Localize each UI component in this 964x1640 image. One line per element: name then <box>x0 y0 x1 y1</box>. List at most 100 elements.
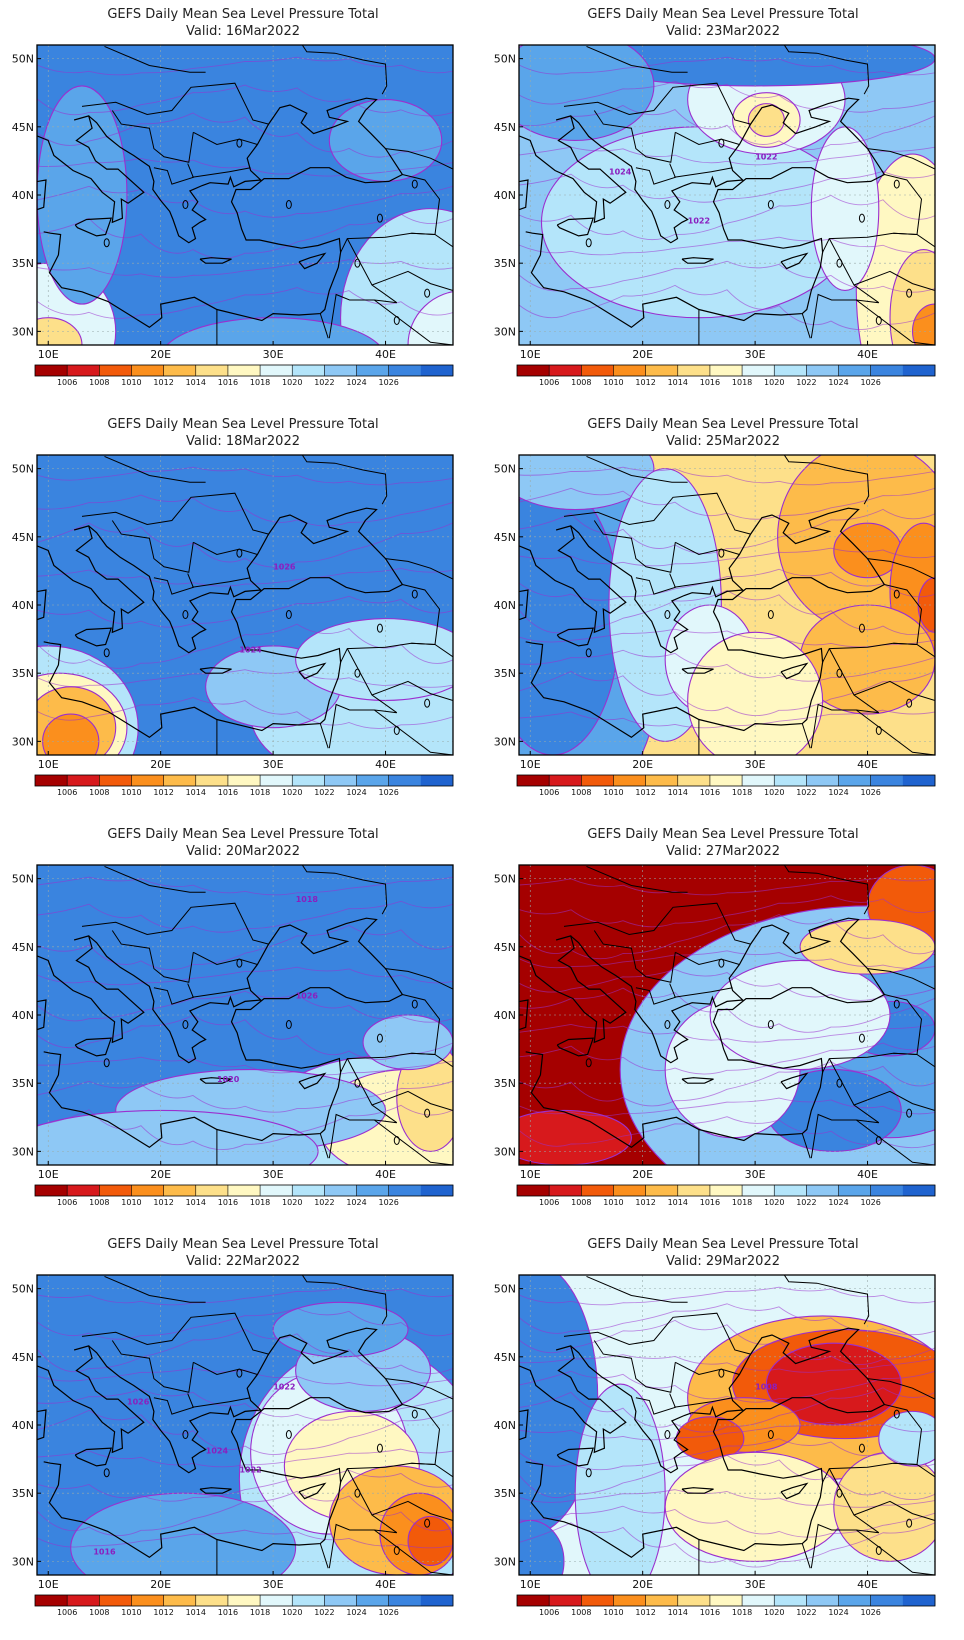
country-border <box>674 987 733 998</box>
colorbar-label: 1018 <box>250 1198 270 1207</box>
colorbar-label: 1020 <box>282 1198 302 1207</box>
coastline <box>298 1482 327 1500</box>
country-border <box>593 520 676 573</box>
lon-tick-label: 40E <box>857 758 878 771</box>
colorbar-swatch <box>549 775 582 786</box>
country-border <box>193 951 258 966</box>
isobar-label: 1008 <box>755 1383 778 1392</box>
island-outline <box>236 1368 243 1378</box>
isobar-label: 1024 <box>239 646 262 655</box>
island-outline <box>376 1443 383 1453</box>
colorbar-label: 1010 <box>603 378 623 387</box>
island-outline <box>411 589 418 599</box>
colorbar-swatch <box>292 1595 325 1606</box>
lat-tick-label: 50N <box>494 1283 516 1296</box>
coastline <box>525 1327 886 1559</box>
island-outline <box>664 610 671 620</box>
colorbar-label: 1026 <box>861 1198 881 1207</box>
country-border <box>674 1397 733 1408</box>
colorbar-label: 1020 <box>764 1608 784 1617</box>
colorbar-swatch <box>420 1595 454 1606</box>
lon-tick-label: 10E <box>38 1168 59 1181</box>
country-border <box>104 455 206 483</box>
colorbar-swatch <box>324 1595 357 1606</box>
lat-tick-label: 30N <box>494 1145 516 1158</box>
island-outline <box>836 1078 843 1088</box>
country-border <box>783 455 870 505</box>
coastline <box>43 917 404 1149</box>
country-border <box>81 82 269 125</box>
coastline <box>519 589 529 621</box>
lat-tick-label: 50N <box>12 463 34 476</box>
colorbar-swatch <box>356 365 389 376</box>
country-border <box>153 1393 194 1415</box>
lat-tick-label: 35N <box>12 1487 34 1500</box>
country-border <box>319 1133 329 1159</box>
island-outline <box>906 698 913 708</box>
country-border <box>411 1052 453 1068</box>
pressure-field-region <box>407 1515 453 1566</box>
country-border <box>855 299 935 345</box>
coastline <box>37 179 47 211</box>
colorbar-label: 1012 <box>153 788 173 797</box>
colorbar-swatch <box>227 365 261 376</box>
country-border <box>563 902 751 945</box>
colorbar-swatch <box>902 775 936 786</box>
isobar-line <box>519 1116 935 1149</box>
colorbar-label: 1026 <box>861 1608 881 1617</box>
colorbar-swatch <box>292 775 325 786</box>
island-outline <box>664 1430 671 1440</box>
coastline <box>681 257 714 264</box>
country-border <box>853 680 935 701</box>
colorbar-label: 1020 <box>764 788 784 797</box>
colorbar-label: 1022 <box>314 788 334 797</box>
country-border <box>192 167 251 178</box>
colorbar-swatch <box>260 1185 293 1196</box>
country-border <box>801 1543 811 1569</box>
colorbar-label: 1014 <box>186 378 206 387</box>
lat-tick-label: 30N <box>12 735 34 748</box>
country-border <box>111 1340 194 1393</box>
colorbar-label: 1022 <box>796 788 816 797</box>
colorbar-swatch <box>806 1185 839 1196</box>
island-outline <box>906 288 913 298</box>
colorbar-swatch <box>163 775 197 786</box>
colorbar-label: 1014 <box>668 378 688 387</box>
colorbar-swatch <box>260 365 293 376</box>
colorbar-label: 1020 <box>282 788 302 797</box>
isobar-line <box>37 213 453 259</box>
colorbar-label: 1026 <box>861 788 881 797</box>
colorbar-label: 1024 <box>828 378 848 387</box>
isobar-label: 1024 <box>206 1447 229 1456</box>
colorbar-swatch <box>613 775 646 786</box>
country-border <box>593 930 676 983</box>
lat-tick-label: 45N <box>12 1351 34 1364</box>
coastline <box>556 1447 595 1467</box>
country-border <box>783 865 870 915</box>
isobar-line <box>519 1489 935 1508</box>
coastline <box>37 1345 145 1454</box>
colorbar-frame <box>34 1184 454 1197</box>
island-outline <box>893 1409 900 1419</box>
panel-title: GEFS Daily Mean Sea Level Pressure Total <box>107 827 378 842</box>
isobar-line <box>519 876 935 896</box>
colorbar-label: 1014 <box>186 788 206 797</box>
colorbar-label: 1012 <box>635 1198 655 1207</box>
country-border <box>593 110 676 163</box>
colorbar-swatch <box>806 1595 839 1606</box>
colorbar-swatch <box>388 1185 422 1196</box>
isobar-line <box>37 185 453 218</box>
lat-tick-label: 50N <box>12 1283 34 1296</box>
isobar-line <box>519 146 935 166</box>
island-outline <box>236 958 243 968</box>
island-outline <box>424 1108 431 1118</box>
island-outline <box>376 1033 383 1043</box>
colorbar-swatch <box>870 1595 904 1606</box>
colorbar-label: 1018 <box>732 1198 752 1207</box>
colorbar-frame <box>516 1184 936 1197</box>
colorbar-swatch <box>99 1185 132 1196</box>
country-border <box>674 577 733 588</box>
island-outline <box>103 1468 110 1478</box>
pressure-field-region <box>272 1301 409 1358</box>
island-outline <box>718 548 725 558</box>
